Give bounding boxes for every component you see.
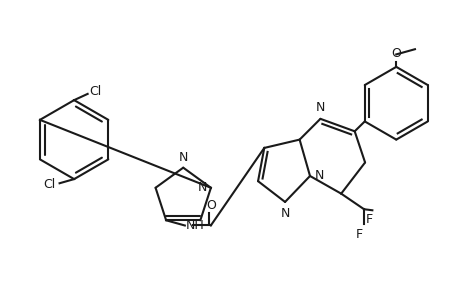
Text: O: O bbox=[391, 46, 400, 60]
Text: N: N bbox=[197, 181, 206, 194]
Text: O: O bbox=[206, 199, 215, 212]
Text: Cl: Cl bbox=[43, 178, 55, 191]
Text: Cl: Cl bbox=[90, 85, 102, 98]
Text: F: F bbox=[354, 228, 362, 241]
Text: N: N bbox=[314, 169, 324, 182]
Text: NH: NH bbox=[185, 219, 204, 232]
Text: N: N bbox=[280, 207, 289, 220]
Text: N: N bbox=[178, 151, 188, 164]
Text: N: N bbox=[315, 100, 325, 114]
Text: F: F bbox=[365, 213, 372, 226]
